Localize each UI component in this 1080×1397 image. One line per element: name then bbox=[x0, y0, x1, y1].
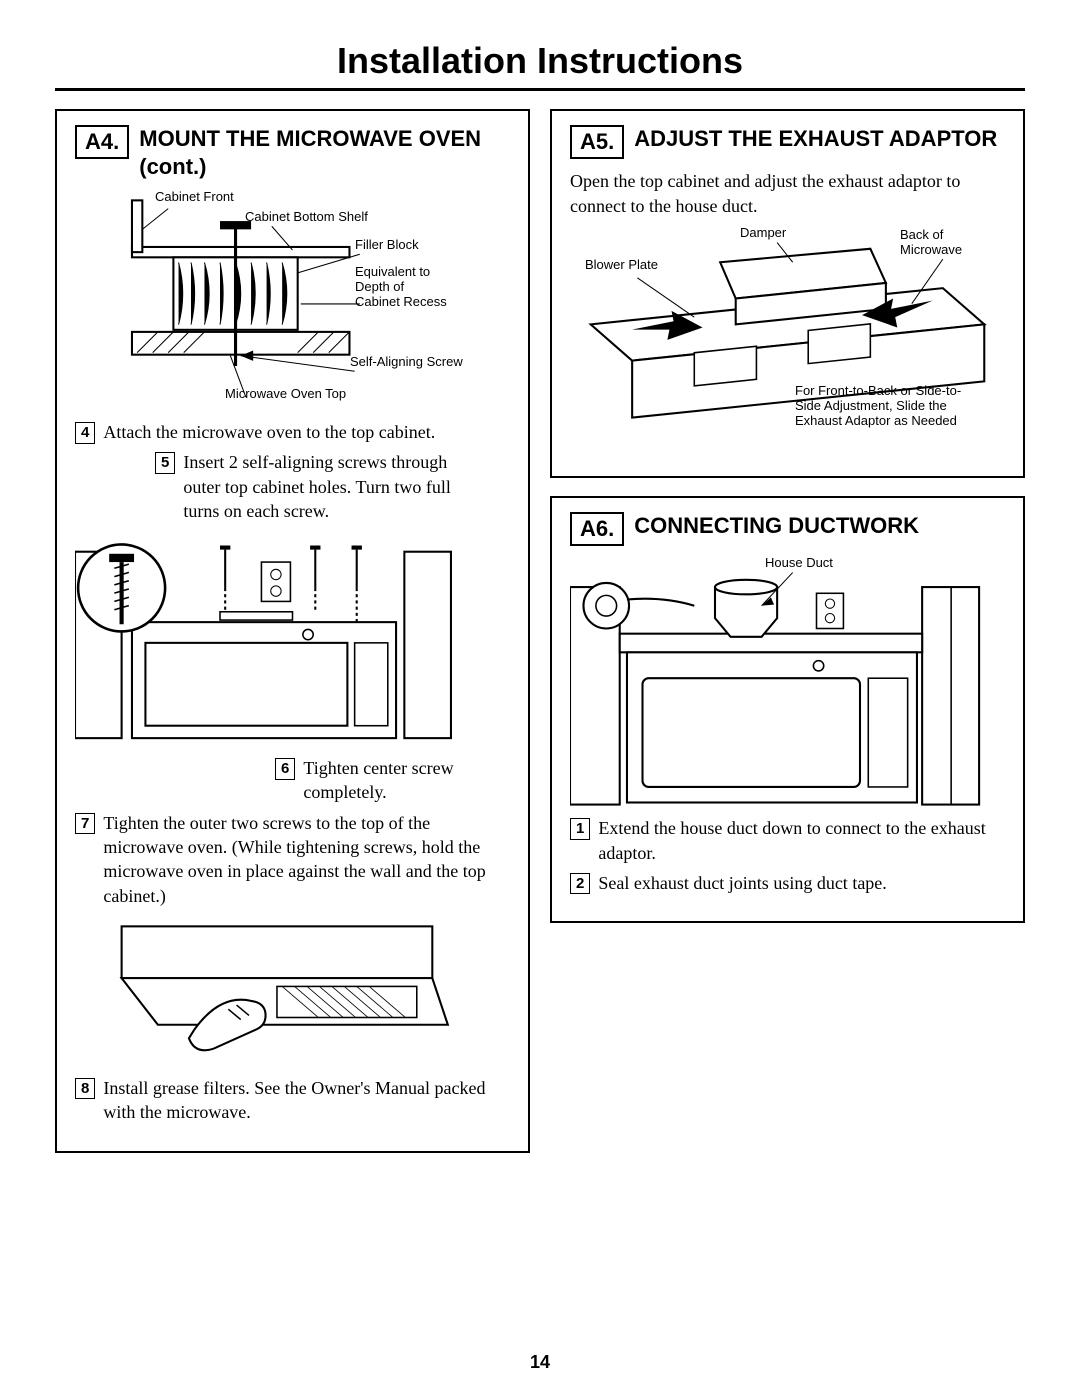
step-4: 4 Attach the microwave oven to the top c… bbox=[75, 420, 510, 444]
step-a6-1: 1 Extend the house duct down to connect … bbox=[570, 816, 1005, 865]
left-column: A4. MOUNT THE MICROWAVE OVEN (cont.) bbox=[55, 109, 530, 1171]
step-8: 8 Install grease filters. See the Owner'… bbox=[75, 1076, 510, 1125]
section-title-a5: ADJUST THE EXHAUST ADAPTOR bbox=[634, 125, 997, 153]
two-column-layout: A4. MOUNT THE MICROWAVE OVEN (cont.) bbox=[55, 109, 1025, 1171]
label-self-aligning-screw: Self-Aligning Screw bbox=[350, 355, 463, 370]
section-title-a6: CONNECTING DUCTWORK bbox=[634, 512, 919, 540]
step-text: Extend the house duct down to connect to… bbox=[598, 816, 1005, 865]
figure-microwave-screws bbox=[75, 531, 510, 746]
label-microwave-oven-top: Microwave Oven Top bbox=[225, 387, 346, 402]
label-cabinet-bottom-shelf: Cabinet Bottom Shelf bbox=[245, 210, 368, 225]
figure-grease-filter bbox=[75, 916, 510, 1066]
step-a6-2: 2 Seal exhaust duct joints using duct ta… bbox=[570, 871, 1005, 895]
label-house-duct: House Duct bbox=[765, 556, 833, 571]
step-text: Install grease filters. See the Owner's … bbox=[103, 1076, 510, 1125]
step-text: Attach the microwave oven to the top cab… bbox=[103, 420, 435, 444]
label-filler-block: Filler Block bbox=[355, 238, 419, 253]
label-adjust-note: For Front-to-Back or Side-to-Side Adjust… bbox=[795, 384, 970, 429]
figure-cabinet-cross-section: Cabinet Front Cabinet Bottom Shelf Fille… bbox=[75, 190, 510, 410]
section-number-a6: A6. bbox=[570, 512, 624, 546]
label-back-of-microwave: Back of Microwave bbox=[900, 228, 980, 258]
right-column: A5. ADJUST THE EXHAUST ADAPTOR Open the … bbox=[550, 109, 1025, 1171]
step-text: Tighten center screw completely. bbox=[303, 756, 510, 805]
label-cabinet-front: Cabinet Front bbox=[155, 190, 234, 205]
figure-exhaust-adaptor: Blower Plate Damper Back of Microwave Fo… bbox=[570, 226, 1005, 446]
section-a6: A6. CONNECTING DUCTWORK bbox=[550, 496, 1025, 923]
label-damper: Damper bbox=[740, 226, 786, 241]
step-number: 5 bbox=[155, 452, 175, 474]
step-text: Tighten the outer two screws to the top … bbox=[103, 811, 510, 908]
step-7: 7 Tighten the outer two screws to the to… bbox=[75, 811, 510, 908]
section-number-a4: A4. bbox=[75, 125, 129, 159]
step-text: Insert 2 self-aligning screws through ou… bbox=[183, 450, 465, 523]
step-number: 4 bbox=[75, 422, 95, 444]
section-title-a4: MOUNT THE MICROWAVE OVEN (cont.) bbox=[139, 125, 510, 180]
step-number: 1 bbox=[570, 818, 590, 840]
page-title: Installation Instructions bbox=[55, 40, 1025, 91]
step-number: 6 bbox=[275, 758, 295, 780]
step-6: 6 Tighten center screw completely. bbox=[275, 756, 510, 805]
section-a4: A4. MOUNT THE MICROWAVE OVEN (cont.) bbox=[55, 109, 530, 1153]
page-number: 14 bbox=[0, 1352, 1080, 1373]
section-a5: A5. ADJUST THE EXHAUST ADAPTOR Open the … bbox=[550, 109, 1025, 478]
section-number-a5: A5. bbox=[570, 125, 624, 159]
step-text: Seal exhaust duct joints using duct tape… bbox=[598, 871, 886, 895]
figure-ductwork: House Duct bbox=[570, 556, 1005, 806]
label-equivalent-depth: Equivalent to Depth of Cabinet Recess bbox=[355, 265, 450, 310]
step-number: 8 bbox=[75, 1078, 95, 1100]
label-blower-plate: Blower Plate bbox=[585, 258, 658, 273]
step-number: 2 bbox=[570, 873, 590, 895]
step-number: 7 bbox=[75, 813, 95, 835]
a5-intro: Open the top cabinet and adjust the exha… bbox=[570, 169, 1005, 218]
step-5: 5 Insert 2 self-aligning screws through … bbox=[155, 450, 465, 523]
